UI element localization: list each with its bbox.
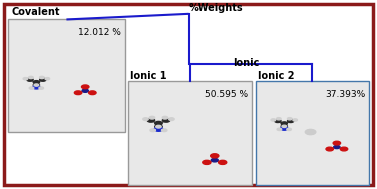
Circle shape — [45, 77, 50, 80]
Circle shape — [305, 129, 316, 135]
Circle shape — [155, 121, 162, 125]
Circle shape — [154, 127, 163, 131]
Circle shape — [288, 119, 294, 122]
Circle shape — [89, 91, 96, 95]
FancyBboxPatch shape — [8, 19, 125, 132]
Text: 37.393%: 37.393% — [325, 90, 365, 99]
Circle shape — [293, 119, 297, 121]
FancyBboxPatch shape — [4, 4, 373, 185]
Text: 50.595 %: 50.595 % — [205, 90, 248, 99]
Circle shape — [219, 160, 227, 164]
Circle shape — [169, 118, 174, 120]
Text: Ionic 1: Ionic 1 — [130, 71, 167, 81]
Circle shape — [162, 119, 170, 122]
Circle shape — [281, 127, 288, 130]
Circle shape — [39, 87, 43, 89]
Circle shape — [203, 160, 211, 164]
Circle shape — [287, 118, 292, 120]
Circle shape — [275, 119, 281, 122]
Circle shape — [33, 85, 40, 89]
Circle shape — [27, 78, 33, 81]
Circle shape — [277, 128, 282, 131]
Circle shape — [147, 119, 155, 122]
Text: Covalent: Covalent — [12, 7, 60, 17]
Circle shape — [29, 76, 33, 79]
Circle shape — [150, 129, 155, 132]
Circle shape — [281, 125, 287, 128]
Circle shape — [211, 158, 218, 162]
Circle shape — [40, 78, 46, 81]
Circle shape — [33, 81, 40, 84]
FancyBboxPatch shape — [256, 81, 369, 184]
Text: Ionic 2: Ionic 2 — [258, 71, 294, 81]
Circle shape — [211, 154, 219, 158]
Circle shape — [81, 85, 89, 89]
Circle shape — [40, 76, 44, 79]
Circle shape — [29, 87, 34, 89]
Circle shape — [281, 122, 287, 125]
Circle shape — [287, 128, 291, 131]
Text: 12.012 %: 12.012 % — [78, 28, 121, 37]
Circle shape — [143, 118, 148, 120]
Circle shape — [277, 118, 281, 120]
Circle shape — [34, 84, 39, 86]
Circle shape — [156, 125, 161, 128]
Circle shape — [155, 125, 162, 129]
Circle shape — [149, 116, 155, 119]
Circle shape — [161, 129, 167, 132]
Text: %Weights: %Weights — [188, 3, 243, 13]
Circle shape — [162, 116, 168, 119]
FancyBboxPatch shape — [129, 81, 252, 184]
Circle shape — [334, 146, 340, 149]
Circle shape — [74, 91, 82, 95]
Circle shape — [33, 84, 40, 87]
Circle shape — [326, 147, 333, 151]
Circle shape — [333, 141, 340, 145]
Circle shape — [82, 89, 88, 92]
Circle shape — [271, 119, 276, 121]
Circle shape — [340, 147, 348, 151]
Text: Ionic: Ionic — [234, 58, 260, 68]
Circle shape — [23, 77, 28, 80]
Circle shape — [282, 125, 287, 127]
